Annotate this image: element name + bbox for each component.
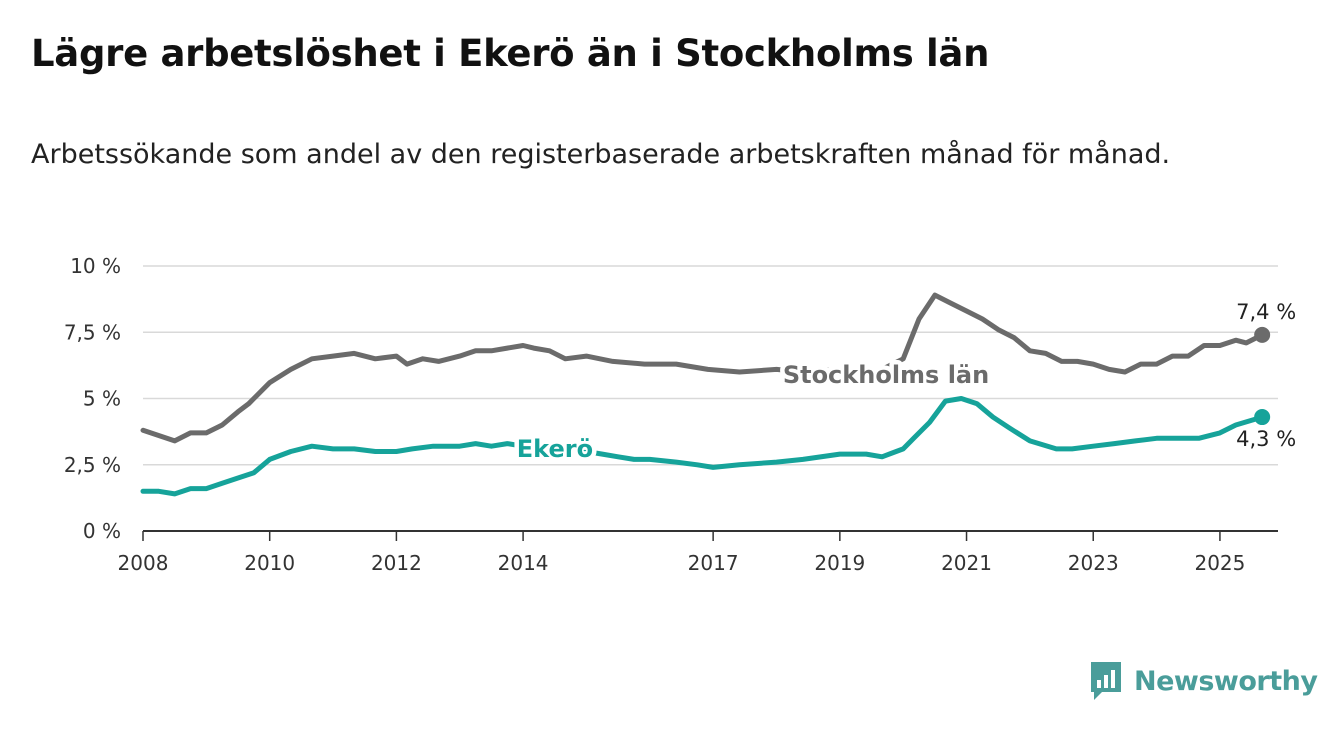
chart-title: Lägre arbetslöshet i Ekerö än i Stockhol…: [31, 32, 990, 75]
end-value-label: 4,3 %: [1236, 427, 1296, 451]
chart-subtitle: Arbetssökande som andel av den registerb…: [31, 139, 1171, 170]
series-label-stockholms-lan: Stockholms län: [783, 361, 989, 389]
series-label-ekero: Ekerö: [517, 435, 593, 463]
series-line-ekero: [140, 396, 1265, 497]
y-tick-label: 10 %: [70, 254, 121, 278]
x-tick-label: 2008: [118, 551, 169, 575]
end-marker-ekero: [1254, 409, 1271, 426]
x-tick-label: 2025: [1194, 551, 1245, 575]
x-tick-label: 2019: [814, 551, 865, 575]
y-tick-label: 0 %: [83, 519, 121, 543]
series-label-halo: Stockholms län: [783, 361, 989, 389]
brand: Newsworthy: [1088, 660, 1318, 702]
x-tick-label: 2017: [688, 551, 739, 575]
x-tick-label: 2010: [244, 551, 295, 575]
x-tick-label: 2012: [371, 551, 422, 575]
y-tick-label: 7,5 %: [64, 320, 121, 344]
x-tick-label: 2014: [498, 551, 549, 575]
end-marker-stockholms-lan: [1254, 326, 1271, 343]
x-tick-label: 2023: [1068, 551, 1119, 575]
line-chart: 0 % 2,5 % 5 % 7,5 % 10 % 2008 2010 2012 2014 2017…: [64, 254, 1296, 575]
end-value-label: 7,4 %: [1236, 300, 1296, 324]
brand-name: Newsworthy: [1134, 665, 1318, 697]
y-tick-label: 2,5 %: [64, 453, 121, 477]
x-tick-label: 2021: [941, 551, 992, 575]
y-tick-label: 5 %: [83, 387, 121, 411]
newsworthy-logo-icon: [1091, 662, 1121, 700]
series-label-halo: Ekerö: [517, 435, 593, 463]
series-line-stockholms-lan: [140, 292, 1265, 444]
